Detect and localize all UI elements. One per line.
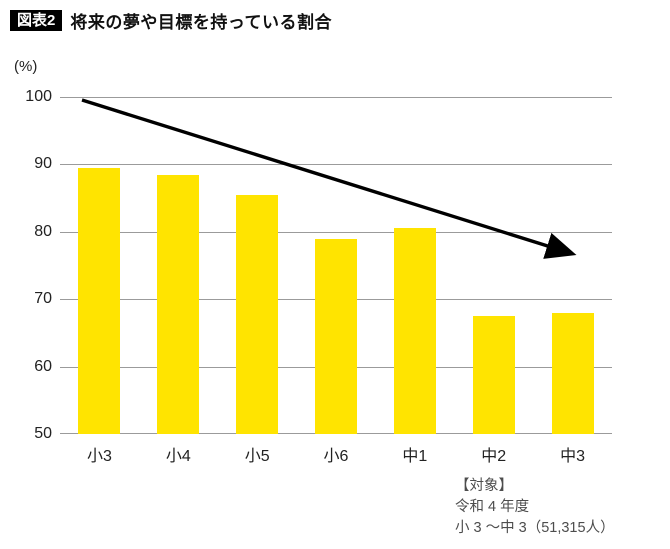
y-axis-tick-label: 100 xyxy=(25,88,52,105)
x-axis-label: 小4 xyxy=(165,448,191,465)
x-axis-labels: 小3 小4 小5 小6 中1 中2 中3 xyxy=(60,442,612,465)
y-axis-tick-labels: 50 60 70 80 90 100 xyxy=(0,88,52,442)
y-axis-tick-label: 60 xyxy=(34,357,52,375)
bar-中2 xyxy=(472,316,515,434)
bar-小3 xyxy=(78,167,121,434)
bar-中1 xyxy=(393,228,436,434)
chart-title: 将来の夢や目標を持っている割合 xyxy=(70,13,332,32)
y-axis-tick-label: 50 xyxy=(34,425,52,442)
x-axis-label: 中2 xyxy=(481,448,507,465)
x-axis-label: 小6 xyxy=(323,448,349,465)
chart-header: 図表2 将来の夢や目標を持っている割合 xyxy=(10,8,332,33)
x-axis-label: 中3 xyxy=(560,448,586,465)
y-axis-tick-label: 80 xyxy=(34,222,52,240)
gridline xyxy=(60,97,612,98)
x-axis-label: 小3 xyxy=(86,448,112,465)
bar-小5 xyxy=(236,194,279,434)
x-axis-label: 中1 xyxy=(402,448,428,465)
bar-小6 xyxy=(315,238,357,434)
figure-badge: 図表2 xyxy=(10,10,63,31)
bar-中3 xyxy=(551,312,594,434)
gridline xyxy=(60,232,612,233)
x-axis-label: 小5 xyxy=(244,448,270,465)
source-note-line: 令和 4 年度 xyxy=(455,499,530,515)
gridline xyxy=(60,164,612,165)
bar-小4 xyxy=(157,174,200,434)
y-axis-unit-label: (%) xyxy=(14,58,38,75)
y-axis-tick-label: 90 xyxy=(34,155,52,173)
source-note-line: 【対象】 xyxy=(455,478,513,494)
source-note-line: 小 3 ～中 3（51,315人） xyxy=(455,520,615,536)
y-axis-tick-label: 70 xyxy=(34,290,52,308)
plot-area xyxy=(60,97,612,434)
source-note: 【対象】 令和 4 年度 小 3 ～中 3（51,315人） xyxy=(455,476,615,539)
